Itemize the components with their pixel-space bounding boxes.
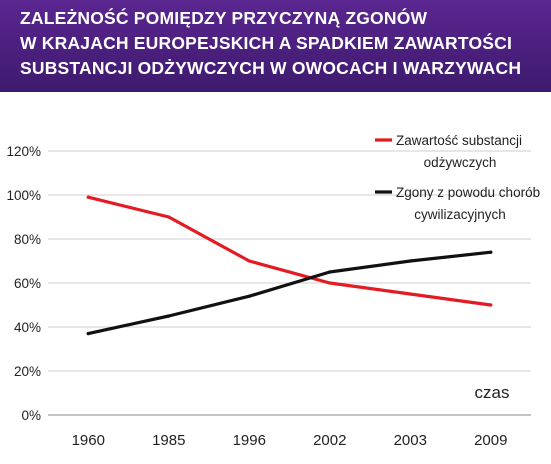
- series-lines: [86, 195, 493, 336]
- data-point: [167, 215, 171, 219]
- y-tick-label: 120%: [6, 144, 41, 159]
- x-axis-label: czas: [475, 383, 510, 402]
- legend: Zawartość substancji odżywczych Zgony z po…: [375, 133, 540, 222]
- series-line-1: [86, 195, 493, 307]
- y-tick-label: 20%: [14, 364, 41, 379]
- data-point: [328, 281, 332, 285]
- legend-label: cywilizacyjnych: [414, 207, 506, 222]
- x-tick-label: 1996: [233, 432, 266, 449]
- x-tick-label: 2003: [394, 432, 427, 449]
- chart-area: 0% 20% 40% 60% 80% 100% 120% 1960 1985 1996 2002 2…: [0, 92, 551, 459]
- data-point: [489, 250, 493, 254]
- series-line-2: [86, 250, 493, 336]
- data-point: [86, 195, 90, 199]
- x-tick-label: 2009: [474, 432, 507, 449]
- data-point: [247, 259, 251, 263]
- title-banner: ZALEŻNOŚĆ POMIĘDZY PRZYCZYNĄ ZGONÓW W KR…: [0, 0, 551, 92]
- data-point: [489, 303, 493, 307]
- legend-label: odżywczych: [424, 155, 497, 170]
- data-point: [408, 292, 412, 296]
- x-tick-label: 1985: [152, 432, 185, 449]
- y-tick-label: 0%: [21, 408, 41, 423]
- x-tick-label: 2002: [313, 432, 346, 449]
- chart-title-line: ZALEŻNOŚĆ POMIĘDZY PRZYCZYNĄ ZGONÓW: [20, 8, 428, 28]
- chart-title-line: SUBSTANCJI ODŻYWCZYCH W OWOCACH I WARZYW…: [20, 58, 522, 78]
- y-tick-label: 80%: [14, 232, 41, 247]
- data-point: [328, 270, 332, 274]
- y-tick-label: 60%: [14, 276, 41, 291]
- data-point: [167, 314, 171, 318]
- data-point: [408, 259, 412, 263]
- y-axis-ticks: 0% 20% 40% 60% 80% 100% 120%: [6, 144, 41, 423]
- data-point: [86, 332, 90, 336]
- line-chart: 0% 20% 40% 60% 80% 100% 120% 1960 1985 1996 2002 2…: [6, 133, 540, 449]
- chart-title: ZALEŻNOŚĆ POMIĘDZY PRZYCZYNĄ ZGONÓW W KR…: [20, 6, 540, 81]
- gridlines: [48, 150, 531, 416]
- x-tick-label: 1960: [72, 432, 105, 449]
- y-tick-label: 40%: [14, 320, 41, 335]
- legend-label: Zgony z powodu chorób: [396, 185, 540, 200]
- x-axis-ticks: 1960 1985 1996 2002 2003 2009: [72, 432, 508, 449]
- y-tick-label: 100%: [6, 188, 41, 203]
- chart-title-line: W KRAJACH EUROPEJSKICH A SPADKIEM ZAWART…: [20, 33, 513, 53]
- legend-label: Zawartość substancji: [396, 133, 522, 148]
- data-point: [247, 294, 251, 298]
